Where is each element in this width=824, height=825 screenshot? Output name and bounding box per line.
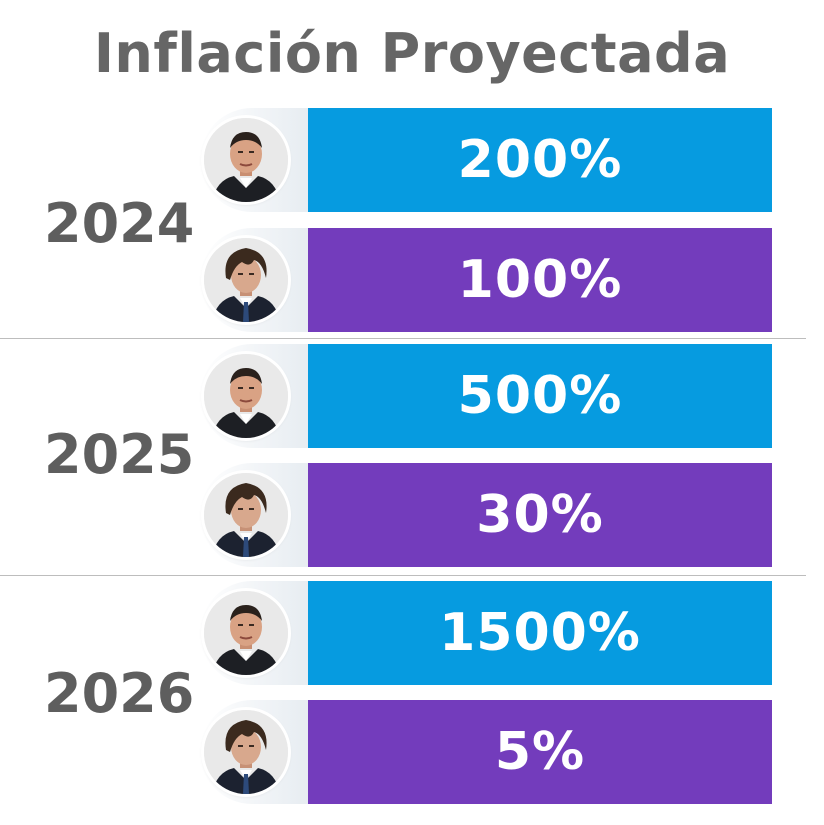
year-label: 2025 [44, 423, 195, 486]
person-portrait-icon [204, 710, 288, 794]
milei-avatar [204, 710, 288, 794]
bar-value-label: 200% [457, 130, 623, 190]
milei-avatar [204, 238, 288, 322]
bar-massa-2025: 500% [308, 344, 772, 448]
bar-value-label: 500% [457, 366, 623, 426]
person-portrait-icon [204, 118, 288, 202]
group-divider [0, 338, 806, 339]
bar-value-label: 100% [457, 250, 623, 310]
bar-value-label: 30% [476, 485, 604, 545]
bar-row-milei: 100% [200, 228, 772, 332]
person-portrait-icon [204, 238, 288, 322]
bar-milei-2024: 100% [308, 228, 772, 332]
bar-milei-2026: 5% [308, 700, 772, 804]
bar-massa-2026: 1500% [308, 581, 772, 685]
bar-row-milei: 5% [200, 700, 772, 804]
year-label: 2026 [44, 662, 195, 725]
chart-title: Inflación Proyectada [93, 22, 731, 85]
massa-avatar [204, 118, 288, 202]
bar-row-milei: 30% [200, 463, 772, 567]
person-portrait-icon [204, 354, 288, 438]
bar-value-label: 5% [494, 722, 586, 782]
massa-avatar [204, 354, 288, 438]
bar-row-massa: 500% [200, 344, 772, 448]
year-label: 2024 [44, 192, 195, 255]
year-group-2025: 2025 500% [0, 341, 824, 577]
bar-massa-2024: 200% [308, 108, 772, 212]
milei-avatar [204, 473, 288, 557]
year-group-2024: 2024 200% [0, 104, 824, 340]
person-portrait-icon [204, 473, 288, 557]
person-portrait-icon [204, 591, 288, 675]
bar-value-label: 1500% [439, 603, 641, 663]
bar-row-massa: 200% [200, 108, 772, 212]
year-group-2026: 2026 1500% [0, 578, 824, 814]
group-divider [0, 575, 806, 576]
massa-avatar [204, 591, 288, 675]
bar-milei-2025: 30% [308, 463, 772, 567]
bar-row-massa: 1500% [200, 581, 772, 685]
